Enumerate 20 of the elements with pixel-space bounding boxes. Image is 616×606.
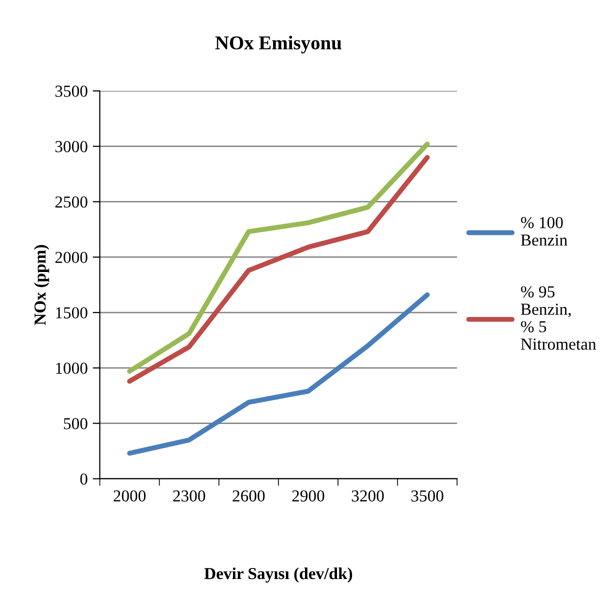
x-tick-label: 2300 xyxy=(173,490,206,502)
line-series xyxy=(127,292,430,456)
legend-label: % 95 Benzin, % 5 Nitrometan xyxy=(520,286,596,350)
x-tick-label: 3500 xyxy=(411,490,444,502)
y-tick-label: 2000 xyxy=(55,252,88,264)
y-tick-label: 1500 xyxy=(56,307,88,318)
x-tick-label: 3200 xyxy=(352,490,384,502)
y-tick-label: 3500 xyxy=(55,86,88,97)
y-tick-label: 1000 xyxy=(56,362,88,374)
x-axis-title: Devir Sayısı (dev/dk) xyxy=(204,567,352,583)
chart-title: NOx Emisyonu xyxy=(215,36,342,54)
legend-label: % 100 Benzin xyxy=(520,217,568,246)
y-tick-label: 3000 xyxy=(55,141,88,152)
y-tick-label: 0 xyxy=(80,473,88,485)
y-tick-label: 500 xyxy=(64,418,88,430)
y-tick-label: 2500 xyxy=(55,196,88,208)
x-tick-label: 2600 xyxy=(232,490,265,502)
y-axis-title: NOx (ppm) xyxy=(34,245,50,326)
x-tick-label: 2000 xyxy=(114,490,146,502)
x-tick-label: 2900 xyxy=(292,490,324,502)
